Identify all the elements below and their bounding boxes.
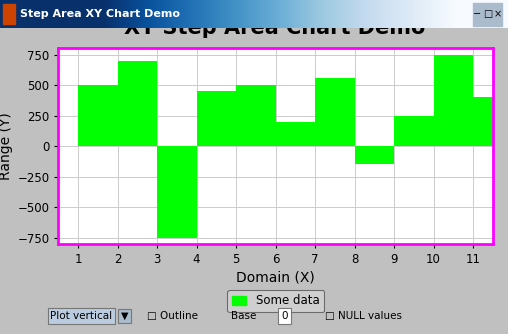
Legend: Some data: Some data — [227, 290, 324, 312]
Y-axis label: Range (Y): Range (Y) — [0, 112, 13, 180]
Text: □ Outline: □ Outline — [147, 311, 198, 321]
Bar — [473, 3, 482, 25]
Bar — [493, 3, 502, 25]
Text: □ NULL values: □ NULL values — [325, 311, 402, 321]
Text: −: − — [473, 9, 482, 19]
Text: 0: 0 — [281, 311, 288, 321]
X-axis label: Domain (X): Domain (X) — [236, 270, 315, 284]
Text: ▼: ▼ — [121, 311, 128, 321]
Bar — [483, 3, 492, 25]
Text: Step Area XY Chart Demo: Step Area XY Chart Demo — [20, 9, 180, 19]
Text: XY Step Area Chart Demo: XY Step Area Chart Demo — [123, 18, 425, 38]
Text: Base: Base — [231, 311, 257, 321]
Text: □: □ — [483, 9, 492, 19]
Text: Plot vertical: Plot vertical — [50, 311, 112, 321]
Bar — [3, 4, 15, 24]
Text: ×: × — [494, 9, 502, 19]
